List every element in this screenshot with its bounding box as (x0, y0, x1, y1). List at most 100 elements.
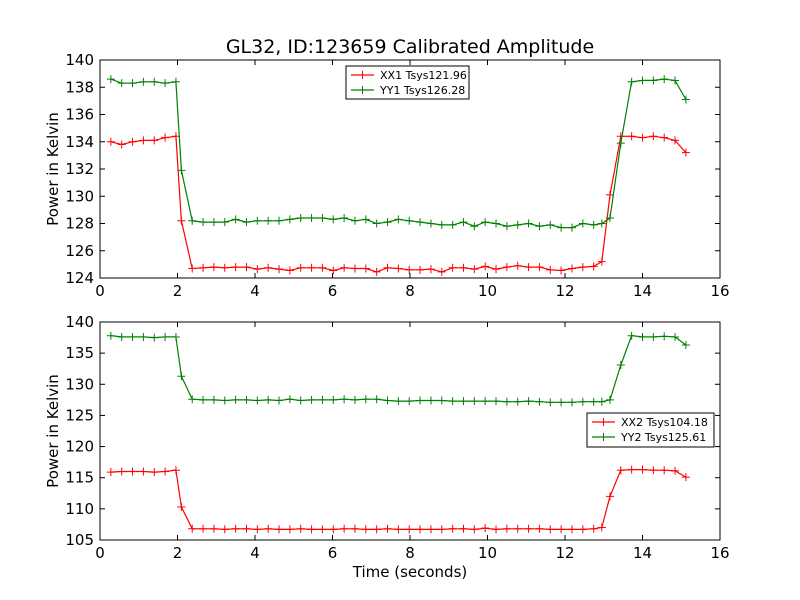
data-point (605, 214, 614, 223)
series-line-2 (110, 335, 687, 403)
y-tick-label: 126 (65, 242, 94, 260)
data-point (350, 216, 359, 225)
data-point (616, 466, 625, 475)
data-point (177, 502, 186, 511)
x-tick-label: 2 (173, 544, 183, 562)
data-point (605, 395, 614, 404)
data-point (253, 396, 262, 405)
y-axis-label: Power in Kelvin (44, 112, 62, 226)
data-point (616, 132, 625, 141)
data-point (350, 524, 359, 533)
data-point (448, 524, 457, 533)
x-tick-label: 16 (710, 282, 729, 300)
data-point (117, 140, 126, 149)
data-point (405, 397, 414, 406)
data-point (220, 218, 229, 227)
data-point (557, 525, 566, 534)
data-point (307, 395, 316, 404)
data-point (437, 525, 446, 534)
data-point (275, 396, 284, 405)
x-tick-label: 2 (173, 282, 183, 300)
data-point (578, 263, 587, 272)
data-point (275, 216, 284, 225)
data-point (329, 215, 338, 224)
data-point (139, 332, 148, 341)
bottom-panel: 0 2 4 6 8 10 12 14 16 105 110 115 120 125 130 135 140 Pow… (44, 313, 730, 581)
x-tick-label: 10 (478, 282, 497, 300)
y-tick-label: 140 (65, 313, 94, 331)
y-tick-label: 124 (65, 269, 94, 287)
data-point (513, 220, 522, 229)
data-point (383, 524, 392, 533)
y-tick-label: 120 (65, 438, 94, 456)
legend-marker (358, 71, 367, 79)
data-point (383, 263, 392, 272)
data-point (128, 137, 137, 146)
data-point (681, 148, 690, 157)
data-point (502, 524, 511, 533)
data-point (361, 525, 370, 534)
data-point (329, 266, 338, 275)
data-point (350, 264, 359, 273)
data-point (416, 218, 425, 227)
x-tick-label: 10 (478, 544, 497, 562)
data-point (660, 466, 669, 475)
data-point (671, 76, 680, 85)
data-point (242, 263, 251, 272)
legend-box (586, 412, 715, 448)
data-point (318, 395, 327, 404)
data-point (199, 263, 208, 272)
data-point (681, 341, 690, 350)
data-point (481, 218, 490, 227)
data-point (188, 216, 197, 225)
legend-marker (599, 418, 608, 426)
data-point (589, 220, 598, 229)
data-point (416, 525, 425, 534)
data-point (264, 395, 273, 404)
data-point (589, 262, 598, 271)
data-point (426, 265, 435, 274)
y-tick-label: 140 (65, 51, 94, 69)
data-point (318, 263, 327, 272)
data-point (139, 136, 148, 145)
data-point (405, 525, 414, 534)
data-point (307, 214, 316, 223)
data-point (416, 265, 425, 274)
data-point (492, 219, 501, 228)
data-point (220, 396, 229, 405)
data-point (638, 332, 647, 341)
data-point (681, 473, 690, 482)
data-point (671, 466, 680, 475)
data-point (177, 166, 186, 175)
x-tick-label: 6 (328, 544, 338, 562)
legend-marker (599, 433, 608, 441)
data-point (242, 218, 251, 227)
data-point (340, 524, 349, 533)
data-point (394, 397, 403, 406)
data-point (502, 263, 511, 272)
data-point (437, 396, 446, 405)
x-tick-label: 8 (405, 282, 415, 300)
y-tick-label: 110 (65, 500, 94, 518)
data-point (535, 222, 544, 231)
data-point (578, 525, 587, 534)
data-point (660, 133, 669, 142)
legend-label: YY1 Tsys126.28 (379, 84, 465, 97)
data-point (448, 397, 457, 406)
data-point (340, 263, 349, 272)
data-point (139, 77, 148, 86)
data-point (535, 524, 544, 533)
data-point (242, 524, 251, 533)
data-point (285, 525, 294, 534)
y-axis-label: Power in Kelvin (44, 374, 62, 488)
data-point (567, 525, 576, 534)
data-point (557, 398, 566, 407)
data-point (188, 524, 197, 533)
data-point (296, 214, 305, 223)
data-point (340, 214, 349, 223)
x-tick-label: 8 (405, 544, 415, 562)
series-line-1 (110, 469, 687, 531)
data-point (231, 395, 240, 404)
legend-label: XX1 Tsys121.96 (380, 69, 467, 82)
data-point (437, 220, 446, 229)
